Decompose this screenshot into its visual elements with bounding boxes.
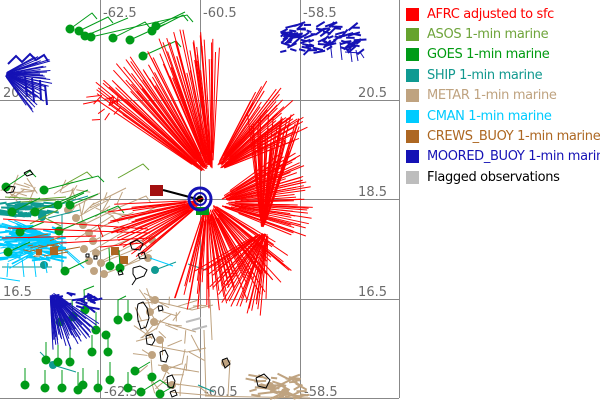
grid-label: 16.5	[3, 285, 32, 300]
grid-label: -58.5	[303, 6, 337, 21]
afrc-streaks-left	[1, 218, 151, 248]
moored-buoy-fan-topleft	[5, 56, 53, 113]
legend-swatch-asos	[406, 28, 419, 42]
afrc-strokes-upper-left	[82, 94, 122, 121]
legend-swatch-afrc	[406, 7, 419, 21]
legend-label-ship: SHIP 1-min marine	[427, 67, 543, 83]
legend-label-metar: METAR 1-min marine	[427, 88, 557, 104]
map-plot: -62.5-62.5-60.5-60.5-58.5-58.520.520.518…	[0, 0, 400, 400]
moored-buoy-strands-topright	[329, 39, 365, 63]
afrc-fan-right	[221, 152, 313, 237]
moored-buoy-flags-topleft	[7, 52, 49, 106]
legend-item-flagged: Flagged observations	[406, 167, 600, 187]
flagged-obs	[185, 317, 208, 331]
legend-item-moored_buoy: MOORED_BUOY 1-min marine	[406, 147, 600, 167]
grid-label: -60.5	[204, 385, 238, 400]
island-coastlines	[3, 169, 271, 398]
legend: AFRC adjusted to sfc ASOS 1-min marine GOE…	[406, 4, 600, 188]
grid-labels: -62.5-62.5-60.5-60.5-58.5-58.520.520.518…	[3, 6, 387, 400]
legend-item-crews_buoy: CREWS_BUOY 1-min marine	[406, 126, 600, 146]
legend-item-asos: ASOS 1-min marine	[406, 24, 600, 44]
legend-item-metar: METAR 1-min marine	[406, 86, 600, 106]
legend-swatch-goes	[406, 48, 419, 62]
legend-label-afrc: AFRC adjusted to sfc	[427, 6, 554, 22]
legend-item-cman: CMAN 1-min marine	[406, 106, 600, 126]
legend-swatch-moored_buoy	[406, 150, 419, 164]
grid-label: -60.5	[203, 6, 237, 21]
legend-label-goes: GOES 1-min marine	[427, 47, 550, 63]
afrc-fan-lower-left	[107, 200, 200, 258]
legend-label-flagged: Flagged observations	[427, 169, 560, 185]
afrc-fan-upper-left	[95, 29, 220, 172]
grid-label: 16.5	[358, 285, 387, 300]
legend-swatch-metar	[406, 89, 419, 103]
grid-label: 18.5	[358, 185, 387, 200]
legend-label-crews_buoy: CREWS_BUOY 1-min marine	[427, 129, 600, 145]
moored-buoy-blob-topright	[279, 20, 367, 56]
afrc-fan-bottom	[194, 233, 269, 316]
moored-buoy-blob-bottomleft	[51, 291, 103, 314]
goes-dots	[1, 21, 165, 399]
legend-item-ship: SHIP 1-min marine	[406, 65, 600, 85]
legend-swatch-cman	[406, 109, 419, 123]
legend-swatch-ship	[406, 68, 419, 82]
legend-item-afrc: AFRC adjusted to sfc	[406, 4, 600, 24]
legend-label-cman: CMAN 1-min marine	[427, 108, 552, 124]
track-position-square	[150, 185, 198, 200]
metar-strokes-upper	[53, 179, 134, 223]
legend-label-asos: ASOS 1-min marine	[427, 27, 549, 43]
grid-label: -62.5	[103, 6, 137, 21]
grid-label: -58.5	[304, 385, 338, 400]
grid-label: 20.5	[358, 86, 387, 101]
legend-swatch-flagged	[406, 170, 419, 184]
legend-swatch-crews_buoy	[406, 130, 419, 144]
grid-label: -62.5	[104, 385, 138, 400]
legend-item-goes: GOES 1-min marine	[406, 45, 600, 65]
legend-label-moored_buoy: MOORED_BUOY 1-min marine	[427, 149, 600, 165]
crews-buoy-squares	[36, 247, 128, 264]
metar-blob-bottom	[245, 372, 310, 400]
storm-center-marker	[187, 186, 213, 215]
